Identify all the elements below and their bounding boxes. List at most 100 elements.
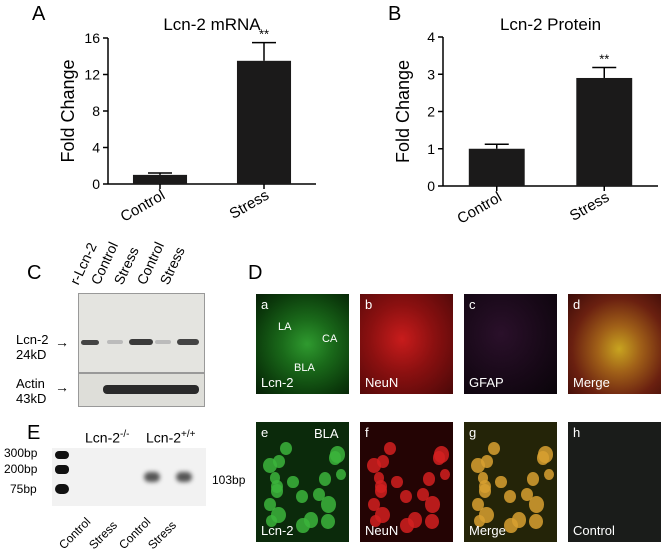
- tile-letter: c: [469, 297, 476, 312]
- arrow-icon: →: [55, 334, 69, 350]
- cell-body: [270, 479, 283, 494]
- cell-body: [481, 454, 494, 469]
- y-tick-label: 4: [427, 29, 435, 45]
- cell-body: [407, 512, 422, 528]
- actin-kd-label: 43kD: [16, 391, 47, 406]
- y-tick-label: 4: [92, 140, 100, 156]
- chart-a-mrna: Lcn-2 mRNA 0 4 8 12 16 Fold Change Control ** Str…: [58, 15, 316, 226]
- cell-body: [273, 454, 286, 469]
- tile-name: Control: [573, 523, 615, 538]
- cell-body: [400, 489, 413, 504]
- lcn2-label: Lcn-2: [16, 332, 49, 347]
- region-label-bla: BLA: [294, 362, 315, 374]
- chart-title: Lcn-2 mRNA: [163, 15, 261, 34]
- x-tick-label: Stress: [227, 187, 272, 223]
- blot-band: [129, 339, 153, 345]
- genotype-wildtype-sup: +/+: [181, 429, 196, 440]
- pcr-band: [144, 472, 160, 482]
- panel-label-a: A: [32, 3, 46, 25]
- y-tick-label: 0: [427, 178, 435, 194]
- chart-title: Lcn-2 Protein: [500, 15, 601, 34]
- cell-body: [373, 472, 385, 484]
- ladder-band: [55, 484, 69, 494]
- cell-body: [488, 442, 500, 456]
- panel-label-e: E: [27, 422, 41, 444]
- blot-band: [107, 340, 123, 344]
- ladder-band: [55, 451, 69, 459]
- genotype-wildtype-text: Lcn-2: [146, 429, 182, 446]
- cell-body: [377, 454, 390, 469]
- cell-body: [374, 479, 387, 494]
- cell-body: [368, 497, 380, 511]
- genotype-knockout-sup: -/-: [120, 429, 130, 440]
- pcr-band: [176, 472, 192, 482]
- lcn2-size-label: Lcn-2 24kD: [16, 332, 49, 362]
- cell-body: [433, 445, 449, 463]
- tile-letter: a: [261, 297, 269, 312]
- region-label-la: LA: [278, 321, 292, 333]
- chart-b-protein: Lcn-2 Protein 0 1 2 3 4 Fold Change Control ** St…: [393, 15, 658, 228]
- tile-name: Merge: [469, 523, 506, 538]
- cell-body: [439, 469, 450, 481]
- tile-letter: h: [573, 425, 581, 440]
- tile-name: Merge: [573, 375, 610, 390]
- micrograph-h: h Control: [568, 422, 661, 542]
- cell-body: [537, 445, 553, 463]
- micrograph-a: a LA CA BLA Lcn-2: [256, 294, 349, 394]
- cell-body: [478, 479, 491, 494]
- bar: [236, 60, 292, 184]
- cell-body: [320, 513, 335, 530]
- tile-name: GFAP: [469, 375, 504, 390]
- micrograph-d: d Merge: [568, 294, 661, 394]
- tile-name: NeuN: [365, 523, 399, 538]
- ladder-label: 300bp: [4, 446, 38, 460]
- arrow-icon: →: [55, 379, 69, 395]
- cell-body: [504, 489, 517, 504]
- x-tick-label: Control: [454, 189, 504, 228]
- cell-body: [543, 469, 554, 481]
- cell-body: [528, 495, 545, 513]
- ladder-band: [55, 465, 69, 474]
- bar: [576, 77, 633, 186]
- panel-label-b: B: [388, 3, 402, 25]
- panel-label-c: C: [27, 262, 42, 284]
- y-tick-label: 1: [427, 141, 435, 157]
- lcn2-kd-label: 24kD: [16, 347, 47, 362]
- y-tick-label: 0: [92, 176, 100, 192]
- pcr-lane-label: Control: [56, 514, 94, 552]
- cell-body: [335, 469, 346, 481]
- cell-body: [369, 514, 381, 528]
- tile-letter: f: [365, 425, 369, 440]
- actin-blot: [78, 373, 205, 407]
- x-tick-label: Control: [118, 187, 168, 226]
- cell-body: [265, 514, 277, 528]
- micrograph-e: e BLA Lcn-2: [256, 422, 349, 542]
- tile-letter: b: [365, 297, 373, 312]
- actin-label: Actin: [16, 376, 45, 391]
- significance-mark: **: [599, 52, 609, 67]
- cell-body: [472, 497, 484, 511]
- cell-body: [320, 495, 337, 513]
- cell-body: [269, 472, 281, 484]
- product-size-label: 103bp: [212, 473, 246, 487]
- cell-body: [416, 488, 429, 502]
- y-tick-label: 8: [92, 103, 100, 119]
- cell-body: [473, 514, 485, 528]
- cell-body: [528, 513, 543, 530]
- significance-mark: **: [259, 27, 269, 42]
- cell-body: [319, 472, 332, 486]
- blot-band: [155, 340, 171, 344]
- cell-body: [495, 475, 507, 489]
- y-tick-label: 12: [84, 67, 100, 83]
- bar: [132, 174, 188, 184]
- gel-image: [52, 448, 206, 506]
- tile-letter: e: [261, 425, 269, 440]
- cell-body: [520, 488, 533, 502]
- y-axis-label: Fold Change: [58, 59, 78, 162]
- tile-letter: d: [573, 297, 581, 312]
- cell-body: [280, 442, 292, 456]
- y-tick-label: 2: [427, 104, 435, 120]
- y-tick-label: 3: [427, 66, 435, 82]
- pcr-gel-panel: Lcn-2-/- Lcn-2+/+ 300bp 200bp 75bp 103bp…: [0, 420, 250, 552]
- actin-size-label: Actin 43kD: [16, 376, 46, 406]
